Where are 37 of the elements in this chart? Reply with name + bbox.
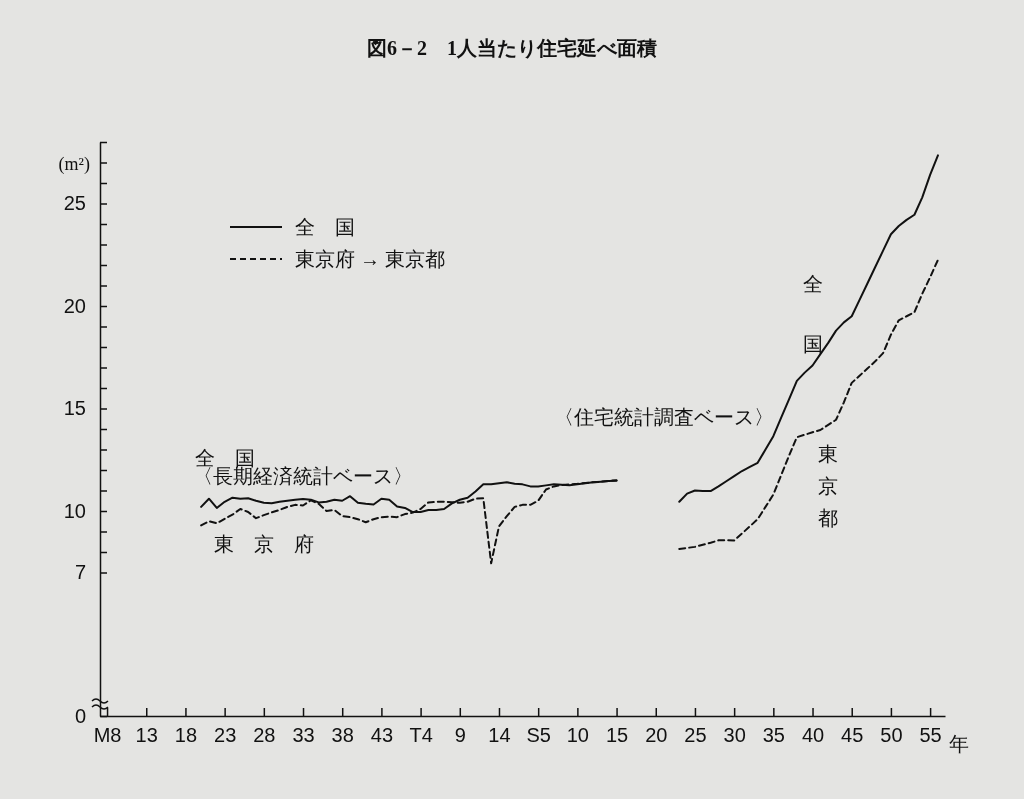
- y-tick-label: 20: [63, 294, 86, 317]
- x-tick-label: 13: [135, 724, 158, 747]
- legend-label: 全 国: [295, 216, 355, 238]
- annotation: 東 京 府: [213, 532, 314, 555]
- annotation: 東京都: [818, 442, 839, 532]
- x-tick-label: 33: [292, 724, 315, 747]
- y-tick-label: 10: [63, 499, 86, 522]
- y-tick-label: 15: [63, 397, 86, 420]
- y-axis-title: (m²): [58, 153, 90, 175]
- x-tick-label: 38: [331, 724, 354, 747]
- text: 全国: [802, 273, 823, 356]
- chart-title: 図6－2 1人当たり住宅延べ面積: [367, 37, 657, 59]
- legend-label: 東京府 → 東京都: [295, 248, 445, 270]
- x-tick-label: 14: [488, 724, 511, 747]
- x-tick-label: 23: [214, 724, 237, 747]
- x-tick-label: 20: [645, 724, 668, 747]
- x-tick-label: 15: [605, 724, 629, 747]
- x-tick-label: T4: [409, 724, 433, 747]
- y-tick-label: 7: [74, 561, 86, 584]
- x-tick-label: 45: [841, 724, 864, 747]
- x-tick-label: 50: [880, 724, 903, 747]
- annotation: 〈住宅統計調査ベース〉: [553, 405, 774, 428]
- x-tick-label: 9: [454, 724, 466, 747]
- x-tick-label: 10: [566, 724, 589, 747]
- x-axis-title: 年: [949, 733, 969, 755]
- x-tick-label: 55: [919, 724, 942, 747]
- y-tick-label: 0: [74, 704, 86, 727]
- x-tick-label: 28: [253, 724, 276, 747]
- x-tick-label: 30: [723, 724, 746, 747]
- x-tick-label: M8: [93, 724, 122, 747]
- y-tick-label: 25: [63, 192, 86, 215]
- x-tick-label: S5: [526, 724, 551, 747]
- x-tick-label: 40: [801, 724, 825, 747]
- x-tick-label: 25: [684, 724, 707, 747]
- x-tick-label: 18: [174, 724, 198, 747]
- x-tick-label: 43: [370, 724, 394, 747]
- x-tick-label: 35: [762, 724, 785, 747]
